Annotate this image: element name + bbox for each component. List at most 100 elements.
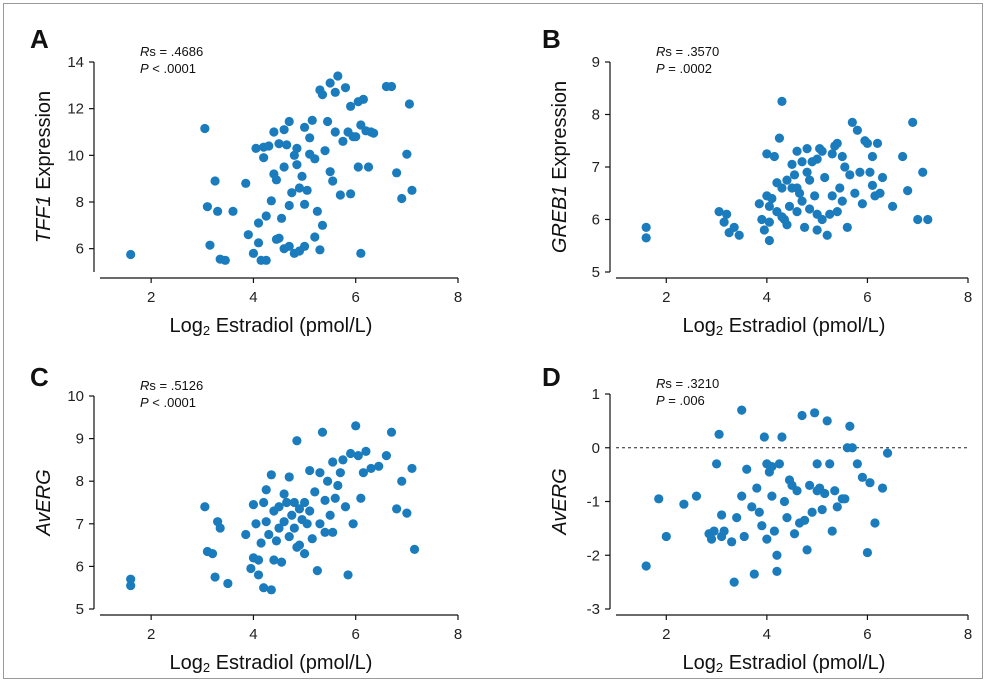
data-point [402,508,412,518]
data-point [279,489,289,499]
data-point [867,151,878,162]
y-tick-label: 1 [592,386,600,403]
x-tick-label: 8 [964,626,972,643]
data-point [241,178,251,188]
data-point [842,222,852,232]
data-point [279,162,289,172]
data-point [322,116,333,127]
data-point [855,167,865,177]
data-point [717,510,727,520]
data-point [253,238,264,248]
data-point [777,212,787,222]
data-point [792,183,802,193]
data-point [264,529,274,540]
data-point [862,547,873,558]
y-axis-label: TFF1 Expression [33,91,55,243]
p-label: P [140,61,149,76]
rs-label: R [656,376,665,391]
data-point [827,149,837,159]
x-axis-label-rest: Estradiol (pmol/L) [723,652,885,674]
data-point [276,557,287,567]
data-point [797,410,807,421]
y-axis-label-rest: Expression [33,91,55,196]
x-axis-label-rest: Estradiol (pmol/L) [210,652,372,674]
data-point [862,138,873,148]
data-point [292,542,302,552]
data-point [714,429,724,439]
data-point [827,191,837,201]
data-point [274,523,284,533]
data-point [343,570,353,580]
data-point [251,519,261,529]
data-point [315,468,325,478]
data-point [810,191,820,201]
x-tick-label: 6 [352,289,360,306]
data-point [872,138,883,148]
data-point [802,144,812,154]
data-point [777,432,787,442]
data-point [282,497,292,508]
data-point [769,151,780,162]
x-axis-label: Log2 Estradiol (pmol/L) [683,315,886,338]
x-tick-label: 8 [454,626,462,643]
data-point [282,140,292,150]
x-tick-label: 2 [662,289,670,306]
data-point [792,146,802,156]
data-point [877,483,888,493]
data-point [747,502,757,512]
data-point [830,486,840,496]
data-point [302,185,312,195]
data-point [297,171,307,181]
data-point [772,566,782,576]
data-point [737,491,747,501]
data-point [223,578,233,589]
data-point [759,432,769,442]
x-axis-label-prefix: Log [170,315,203,337]
data-point [320,527,330,537]
p-stat: P < .0001 [140,61,196,76]
rs-value: = .4686 [156,44,203,59]
panel-letter: B [542,24,561,54]
data-point [764,235,774,246]
data-point [732,513,742,523]
data-point [328,176,338,186]
y-tick-label: -1 [587,494,600,511]
data-point [729,222,739,232]
data-point [827,526,837,536]
data-point [852,125,862,135]
data-point [210,572,220,582]
data-point [749,569,759,579]
data-point [207,549,218,559]
data-point [739,531,749,542]
x-tick-label: 6 [863,289,871,306]
data-point [330,493,340,503]
data-point [353,451,363,461]
y-tick-label: 6 [76,241,84,258]
y-tick-label: 10 [67,388,84,405]
data-point [805,175,815,185]
data-point [348,519,358,529]
y-axis-label-rest: Expression [549,81,571,186]
data-point [407,463,417,474]
y-tick-label: 8 [76,194,84,211]
data-point [305,465,315,476]
data-point [386,81,397,92]
data-point [754,507,764,517]
data-point [908,117,918,127]
data-point [820,172,830,183]
data-point [261,485,271,495]
x-tick-label: 2 [147,626,155,643]
rs-label: R [140,378,149,393]
data-point [865,478,875,488]
data-point [289,523,299,533]
data-point [709,526,719,536]
data-point [333,480,343,491]
data-point [251,143,261,153]
data-point [764,201,774,211]
data-point [284,472,294,482]
x-tick-label: 8 [964,289,972,306]
p-value: < .0001 [149,61,196,76]
data-point [284,116,294,127]
data-point [299,241,310,251]
